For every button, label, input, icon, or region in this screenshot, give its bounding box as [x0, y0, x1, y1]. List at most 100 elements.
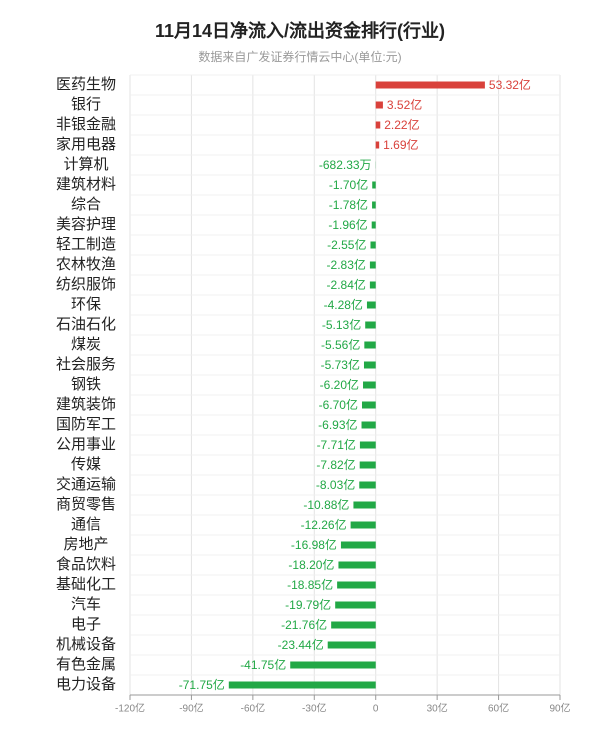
value-label: -21.76亿: [281, 617, 327, 632]
bar: [350, 521, 376, 529]
category-label: 食品饮料: [56, 556, 116, 573]
category-label: 家用电器: [56, 136, 116, 153]
category-label: 环保: [71, 296, 101, 313]
value-label: -5.13亿: [322, 317, 361, 332]
category-label: 国防军工: [56, 416, 116, 433]
value-label: -2.83亿: [327, 257, 366, 272]
bar: [359, 481, 376, 489]
category-label: 电力设备: [56, 676, 116, 693]
bar: [359, 441, 376, 449]
x-tick-label: -30亿: [302, 702, 326, 715]
bar: [290, 661, 376, 669]
value-label: -4.28亿: [324, 297, 363, 312]
x-tick-label: 0: [373, 704, 379, 715]
category-label: 美容护理: [56, 216, 116, 233]
value-label: -12.26亿: [301, 517, 347, 532]
value-label: -16.98亿: [291, 537, 337, 552]
x-tick-label: 90亿: [549, 702, 570, 715]
x-tick-label: 60亿: [488, 702, 509, 715]
bar: [228, 681, 376, 689]
category-label: 医药生物: [56, 76, 116, 93]
category-label: 房地产: [63, 536, 108, 553]
value-label: -18.85亿: [287, 577, 333, 592]
category-label: 钢铁: [71, 376, 101, 393]
category-label: 基础化工: [56, 576, 116, 593]
bar: [359, 461, 376, 469]
value-label: -1.70亿: [329, 177, 368, 192]
category-label: 计算机: [63, 155, 108, 173]
value-label: -7.82亿: [316, 457, 355, 472]
value-label: -1.96亿: [328, 217, 367, 232]
category-label: 电子: [71, 616, 101, 633]
value-label: -71.75亿: [179, 677, 225, 692]
value-label: -1.78亿: [329, 197, 368, 212]
bar: [375, 121, 381, 129]
value-label: -10.88亿: [303, 497, 349, 512]
value-label: -5.73亿: [321, 357, 360, 372]
category-label: 传媒: [71, 456, 101, 473]
bar: [340, 541, 376, 549]
bar: [365, 321, 376, 329]
x-tick-label: -120亿: [115, 702, 145, 715]
value-label: -6.93亿: [318, 417, 357, 432]
category-label: 石油石化: [56, 316, 116, 333]
x-tick-label: 30亿: [427, 702, 448, 715]
bar: [371, 221, 376, 229]
value-label: 2.22亿: [384, 117, 419, 132]
bar: [337, 581, 376, 589]
bar: [361, 421, 376, 429]
value-label: -41.75亿: [240, 657, 286, 672]
value-label: -6.20亿: [320, 377, 359, 392]
value-label: -2.84亿: [327, 277, 366, 292]
bar: [370, 241, 376, 249]
bar: [375, 81, 485, 89]
value-label: -18.20亿: [288, 557, 334, 572]
bar: [372, 201, 376, 209]
bar: [338, 561, 376, 569]
value-label: -7.71亿: [317, 437, 356, 452]
category-label: 社会服务: [56, 356, 116, 373]
category-label: 非银金融: [56, 116, 116, 133]
category-label: 公用事业: [56, 436, 116, 453]
bar: [364, 341, 376, 349]
category-label: 综合: [71, 196, 101, 213]
category-label: 建筑材料: [56, 176, 116, 193]
bar: [327, 641, 376, 649]
value-label: -23.44亿: [278, 637, 324, 652]
bar: [375, 141, 380, 149]
x-tick-label: -60亿: [241, 702, 265, 715]
bar: [372, 181, 376, 189]
value-label: -8.03亿: [316, 477, 355, 492]
category-label: 有色金属: [56, 656, 116, 673]
value-label: -6.70亿: [319, 397, 358, 412]
value-label: 53.32亿: [489, 77, 531, 92]
value-label: -19.79亿: [285, 597, 331, 612]
x-tick-label: -90亿: [179, 702, 203, 715]
bar: [331, 621, 376, 629]
chart-subtitle: 数据来自广发证券行情云中心(单位:元): [198, 49, 401, 64]
bar: [369, 261, 376, 269]
category-label: 通信: [71, 516, 101, 533]
category-label: 机械设备: [56, 636, 116, 653]
value-label: 1.69亿: [383, 137, 418, 152]
chart-title: 11月14日净流入/流出资金排行(行业): [155, 20, 445, 41]
category-label: 建筑装饰: [56, 396, 116, 413]
category-label: 汽车: [71, 596, 101, 613]
category-label: 农林牧渔: [56, 256, 116, 273]
bar: [375, 101, 383, 109]
category-label: 纺织服饰: [56, 276, 116, 293]
bar: [335, 601, 376, 609]
category-label: 交通运输: [56, 475, 116, 493]
category-label: 银行: [71, 96, 101, 113]
bar: [353, 501, 376, 509]
category-label: 轻工制造: [56, 236, 116, 253]
value-label: -682.33万: [319, 158, 372, 172]
bar: [361, 401, 376, 409]
bar: [369, 281, 376, 289]
category-label: 煤炭: [71, 336, 101, 353]
bar: [366, 301, 376, 309]
category-label: 商贸零售: [56, 496, 116, 513]
bar: [363, 381, 376, 389]
value-label: -2.55亿: [327, 237, 366, 252]
